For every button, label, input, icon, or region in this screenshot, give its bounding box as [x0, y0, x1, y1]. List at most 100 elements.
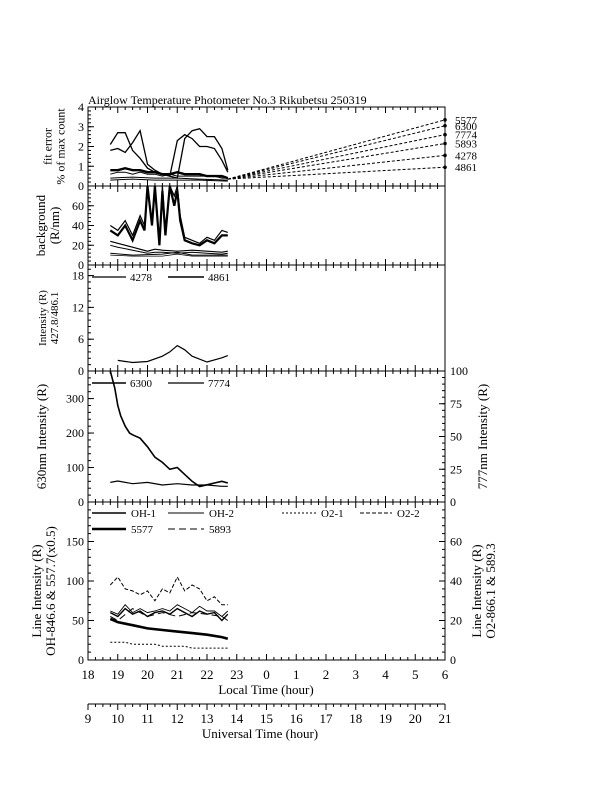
legend-5893-label: 5893 [209, 524, 232, 536]
intensity-427-486-y-tick-label: 0 [78, 364, 84, 378]
fit-error-y-tick-label: 4 [78, 100, 84, 114]
777nm-ylabel: 777nm Intensity (R) [475, 384, 490, 489]
time-axes: 18 19 20 21 22 23 0 1 2 3 4 5 69 10 11 12 13 14 15 16 17 18 19… [82, 667, 452, 726]
fit-error-label-5893: 5893 [455, 139, 478, 151]
line-intensity-o2-y2-tick-label: 20 [450, 614, 462, 628]
series-7774-line [110, 480, 228, 487]
oxygen-630-y-tick-label: 100 [66, 461, 84, 475]
fit-error-label-6300: 6300 [455, 121, 478, 133]
fit-error-marker [443, 118, 447, 122]
local-time-tick-label: 0 [263, 667, 270, 682]
fit-error-leader-line [227, 154, 446, 180]
background-series-line [109, 185, 228, 247]
legend-O2-2-label: O2-2 [397, 508, 420, 520]
ut-tick-label: 10 [111, 711, 124, 726]
background-y-tick-label: 60 [72, 199, 84, 213]
series-O2-1-line [110, 641, 228, 649]
local-time-tick-label: 18 [82, 667, 95, 682]
fit-error-label-7774: 7774 [455, 130, 478, 142]
ut-tick-label: 14 [230, 711, 244, 726]
fit-error-marker [443, 132, 447, 137]
intensity-427-486-y-tick-label: 12 [72, 300, 84, 314]
fit-error-leader-line [227, 134, 446, 180]
series-5893-line [110, 171, 228, 179]
line-intensity-o2-y2-tick-label: 60 [450, 535, 462, 549]
line-intensity-y-tick-label: 100 [66, 574, 84, 588]
local-time-tick-label: 20 [141, 667, 154, 682]
legend-7774-label: 7774 [208, 378, 231, 390]
line-intensity-y-tick-label: 150 [66, 535, 84, 549]
fit-error-marker [443, 123, 447, 128]
fit-error-leader-line [227, 143, 446, 180]
line-intensity-ylabel: Line Intensity (R)OH-846.6 & 557.7(x0.5) [29, 526, 58, 656]
legend-6300-label: 6300 [130, 378, 153, 390]
fit-error-marker [443, 165, 447, 170]
local-time-tick-label: 21 [171, 667, 184, 682]
line-intensity-o2-y2-tick-label: 40 [450, 574, 462, 588]
fit-error-leader-line [227, 125, 446, 180]
oxygen-630-y-tick-label: 300 [66, 392, 84, 406]
local-time-tick-label: 19 [111, 667, 124, 682]
series-4861-line [110, 178, 228, 182]
legend-4278-label: 4278 [130, 272, 153, 284]
line-intensity-y2label: Line Intensity (R)O2-866.1 & 589.3 [469, 543, 498, 638]
fit-error-leader-line [227, 119, 446, 180]
chart-title: Airglow Temperature Photometer No.3 Riku… [88, 93, 367, 107]
ut-tick-label: 17 [320, 711, 334, 726]
local-time-label: Local Time (hour) [218, 682, 313, 697]
oxygen-777-y2-tick-label: 75 [450, 397, 462, 411]
line-intensity-y-tick-label: 0 [78, 653, 84, 667]
ut-tick-label: 16 [290, 711, 304, 726]
series-5577-line [109, 617, 229, 640]
fit-error-label-4278: 4278 [455, 150, 478, 162]
ut-tick-label: 21 [439, 711, 452, 726]
background-y-tick-label: 20 [72, 238, 84, 252]
fit-error-panel-frame [87, 106, 446, 187]
series-O2-2-line [109, 575, 228, 606]
local-time-tick-label: 5 [412, 667, 419, 682]
oxygen-777-y2-tick-label: 25 [450, 462, 462, 476]
local-time-tick-label: 2 [323, 667, 330, 682]
background-series-line [110, 253, 228, 257]
oxygen-630-y-tick-label: 200 [66, 426, 84, 440]
ut-tick-label: 15 [260, 711, 273, 726]
intensity-427-486-y-tick-label: 6 [78, 332, 84, 346]
fit-error-marker [443, 153, 447, 158]
ut-tick-label: 9 [85, 711, 92, 726]
oxygen-777-y2-tick-label: 0 [450, 495, 456, 509]
fit-error-y-tick-label: 0 [78, 179, 84, 193]
background-series-line [110, 240, 228, 253]
background-y-tick-label: 0 [78, 258, 84, 272]
local-time-tick-label: 23 [230, 667, 243, 682]
ut-tick-label: 18 [349, 711, 362, 726]
legend-OH-1-label: OH-1 [131, 508, 156, 520]
ut-tick-label: 20 [409, 711, 422, 726]
legend-O2-1-label: O2-1 [321, 508, 344, 520]
legend-5577-label: 5577 [131, 524, 154, 536]
oxygen-630-y-tick-label: 0 [78, 495, 84, 509]
local-time-tick-label: 1 [293, 667, 300, 682]
legend-OH-2-label: OH-2 [209, 508, 234, 520]
series-5577-line [110, 127, 229, 179]
intensity-427-486-ylabel: Intensity (R)427.8/486.1 [37, 290, 61, 346]
630nm-ylabel: 630nm Intensity (R) [34, 384, 49, 489]
background-series-line [109, 183, 228, 244]
series-4278-line [110, 176, 228, 181]
local-time-tick-label: 4 [382, 667, 389, 682]
oxygen-777-y2-tick-label: 50 [450, 430, 462, 444]
ut-tick-label: 12 [171, 711, 184, 726]
ut-tick-label: 19 [379, 711, 392, 726]
line-intensity-o2-y2-tick-label: 0 [450, 653, 456, 667]
local-time-tick-label: 6 [442, 667, 449, 682]
ut-tick-label: 11 [141, 711, 154, 726]
fit-error-marker [443, 141, 447, 146]
fit-error-y-tick-label: 3 [78, 120, 84, 134]
intensity-427-486-y-tick-label: 18 [72, 269, 84, 283]
series-6300-line [109, 132, 229, 177]
line-intensity-y-tick-label: 50 [72, 614, 84, 628]
fit-error-y-tick-label: 1 [78, 159, 84, 173]
background-ylabel: background(R/nm) [33, 194, 62, 256]
universal-time-label: Universal Time (hour) [202, 726, 318, 741]
